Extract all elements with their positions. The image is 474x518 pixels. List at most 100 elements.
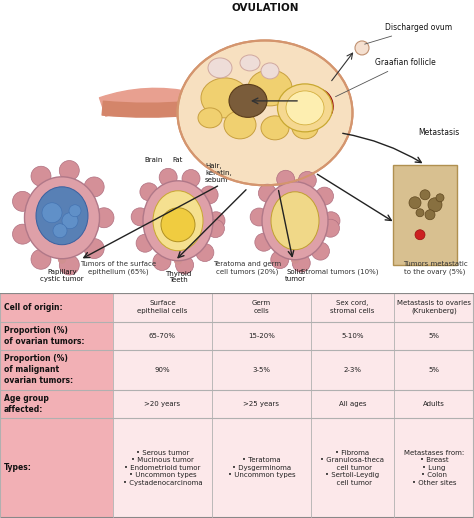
Circle shape <box>131 208 149 226</box>
Ellipse shape <box>25 177 100 258</box>
Text: Stromal tumors (10%): Stromal tumors (10%) <box>301 268 379 275</box>
Circle shape <box>321 219 339 237</box>
Text: Tumors metastatic
to the ovary (5%): Tumors metastatic to the ovary (5%) <box>402 261 467 275</box>
Text: >25 years: >25 years <box>244 401 280 407</box>
Bar <box>311 418 394 518</box>
Bar <box>394 390 474 418</box>
Text: Age group
affected:: Age group affected: <box>4 394 49 414</box>
Bar <box>0 322 113 350</box>
Circle shape <box>62 213 78 229</box>
Circle shape <box>69 205 81 217</box>
Ellipse shape <box>292 117 318 139</box>
Text: • Serous tumor
• Mucinous tumor
• Endometrioid tumor
• Uncommon types
• Cystaden: • Serous tumor • Mucinous tumor • Endome… <box>123 450 202 486</box>
Circle shape <box>355 41 369 55</box>
Circle shape <box>59 255 79 275</box>
Bar <box>394 418 474 518</box>
Circle shape <box>277 170 295 188</box>
Circle shape <box>94 208 114 228</box>
Text: Adults: Adults <box>423 401 445 407</box>
Bar <box>113 418 212 518</box>
Text: Proportion (%)
of malignant
ovarian tumors:: Proportion (%) of malignant ovarian tumo… <box>4 354 73 385</box>
Text: Solid
tumor: Solid tumor <box>284 269 306 282</box>
Ellipse shape <box>271 192 319 250</box>
Circle shape <box>200 186 218 204</box>
Circle shape <box>425 210 435 220</box>
Circle shape <box>322 212 340 230</box>
Text: 15-20%: 15-20% <box>248 333 275 339</box>
Circle shape <box>316 187 334 205</box>
Bar <box>0 350 113 390</box>
Circle shape <box>415 230 425 240</box>
Bar <box>212 322 311 350</box>
Ellipse shape <box>261 116 289 140</box>
Bar <box>113 293 212 322</box>
Circle shape <box>311 242 329 260</box>
Circle shape <box>31 166 51 186</box>
Text: 5-10%: 5-10% <box>341 333 364 339</box>
Ellipse shape <box>143 181 213 261</box>
Circle shape <box>84 239 104 258</box>
Text: Fat: Fat <box>173 157 183 163</box>
Bar <box>393 165 457 265</box>
Bar <box>113 390 212 418</box>
Circle shape <box>409 197 421 209</box>
Circle shape <box>59 161 79 181</box>
Bar <box>212 418 311 518</box>
Circle shape <box>420 190 430 200</box>
Bar <box>394 322 474 350</box>
Circle shape <box>207 212 225 230</box>
Circle shape <box>153 252 171 270</box>
FancyArrowPatch shape <box>100 88 194 116</box>
Text: Brain: Brain <box>145 157 163 163</box>
Ellipse shape <box>201 78 249 118</box>
Circle shape <box>140 183 158 201</box>
Text: Graafian follicle: Graafian follicle <box>336 59 436 97</box>
Text: Types:: Types: <box>4 464 32 472</box>
Text: 65-70%: 65-70% <box>149 333 176 339</box>
Text: • Teratoma
• Dysgerminoma
• Uncommon types: • Teratoma • Dysgerminoma • Uncommon typ… <box>228 457 295 479</box>
Circle shape <box>298 171 316 190</box>
Bar <box>0 293 113 322</box>
Circle shape <box>175 256 193 274</box>
Text: Tumors of the surface
epithelium (65%): Tumors of the surface epithelium (65%) <box>80 261 156 275</box>
Text: 5%: 5% <box>428 333 439 339</box>
Ellipse shape <box>280 88 320 122</box>
Ellipse shape <box>313 96 321 106</box>
Text: Teratoma and germ
cell tumors (20%): Teratoma and germ cell tumors (20%) <box>213 261 281 275</box>
Text: Sex cord,
stromal cells: Sex cord, stromal cells <box>330 300 374 314</box>
Text: Germ
cells: Germ cells <box>252 300 271 314</box>
Bar <box>311 390 394 418</box>
Circle shape <box>31 249 51 269</box>
Circle shape <box>416 209 424 217</box>
Circle shape <box>12 191 33 211</box>
Ellipse shape <box>262 182 328 260</box>
Ellipse shape <box>307 89 333 121</box>
Text: OVULATION: OVULATION <box>231 3 299 13</box>
Ellipse shape <box>261 63 279 79</box>
Ellipse shape <box>153 191 203 251</box>
Circle shape <box>255 233 273 251</box>
Circle shape <box>292 254 310 272</box>
Text: 3-5%: 3-5% <box>253 367 271 373</box>
Bar <box>113 322 212 350</box>
Circle shape <box>250 208 268 226</box>
Circle shape <box>182 169 200 188</box>
Circle shape <box>428 198 442 212</box>
Text: 2-3%: 2-3% <box>344 367 362 373</box>
Text: Hair,
keratin,
sebum: Hair, keratin, sebum <box>205 163 232 183</box>
Text: All ages: All ages <box>339 401 366 407</box>
Circle shape <box>161 208 195 242</box>
Circle shape <box>196 243 214 262</box>
Ellipse shape <box>248 70 292 106</box>
Ellipse shape <box>177 40 353 185</box>
Bar <box>212 350 311 390</box>
Bar <box>113 350 212 390</box>
Ellipse shape <box>36 187 88 244</box>
Bar <box>311 350 394 390</box>
Text: Cell of origin:: Cell of origin: <box>4 303 63 312</box>
Circle shape <box>271 251 289 269</box>
Circle shape <box>53 224 67 238</box>
FancyArrowPatch shape <box>102 101 192 117</box>
Ellipse shape <box>240 55 260 71</box>
Bar <box>311 293 394 322</box>
